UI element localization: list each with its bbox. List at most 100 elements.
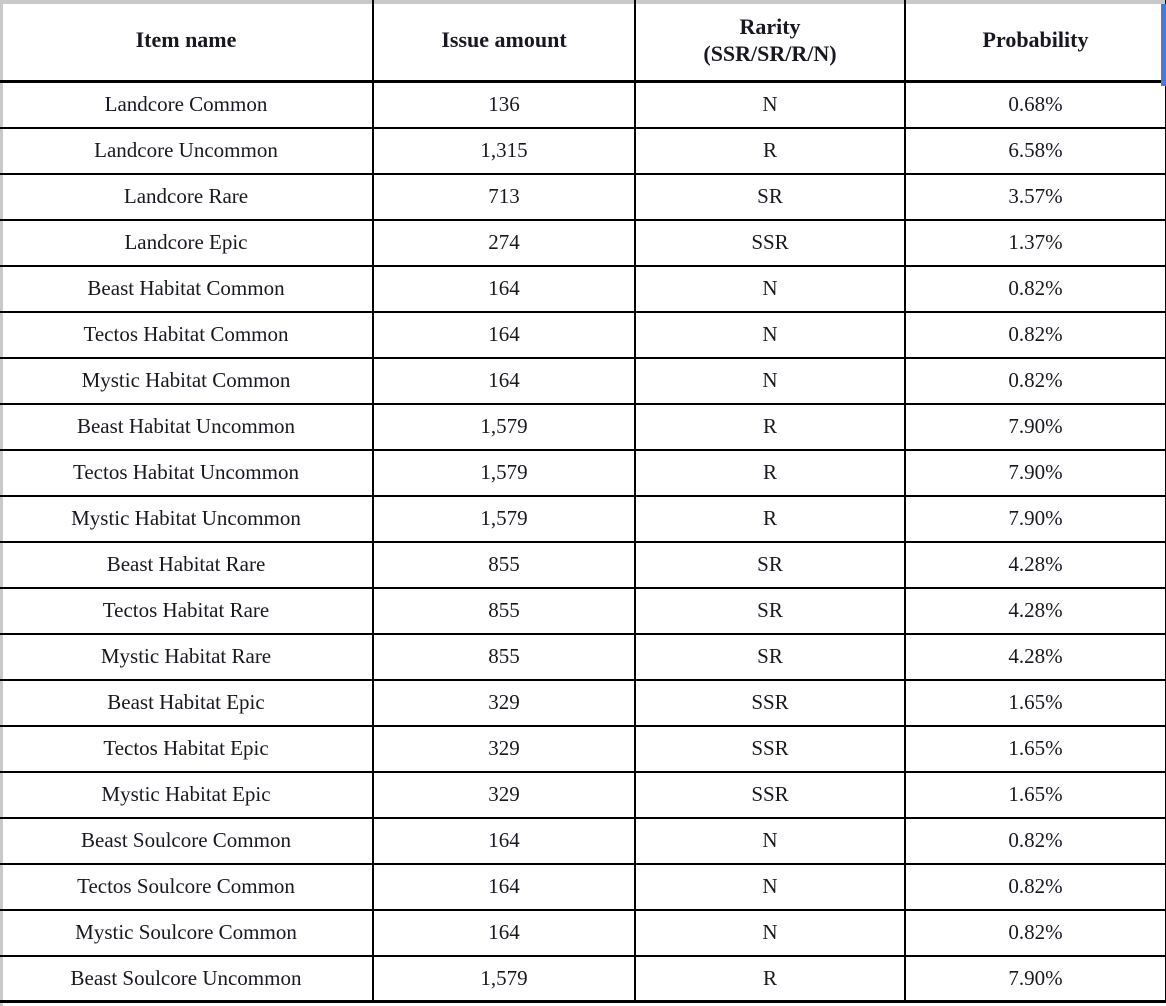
table-cell-item: Mystic Habitat Epic: [0, 770, 374, 819]
table-cell-rarity: N: [634, 862, 906, 911]
table-cell-rarity: SSR: [634, 770, 906, 819]
table-row: Mystic Habitat Common 164 N 0.82%: [0, 356, 1166, 405]
table-row: Mystic Habitat Epic 329 SSR 1.65%: [0, 770, 1166, 819]
table-cell-issue-amount: 855: [372, 632, 636, 681]
table-row: Landcore Rare 713 SR 3.57%: [0, 172, 1166, 221]
table-cell-issue-amount: 164: [372, 310, 636, 359]
table-cell-probability: 0.68%: [904, 80, 1166, 129]
header-row: Item name Issue amount Rarity (SSR/SR/R/…: [0, 0, 1166, 83]
table-cell-issue-amount: 1,315: [372, 126, 636, 175]
table-cell-probability: 0.82%: [904, 862, 1166, 911]
table-row: Tectos Habitat Common 164 N 0.82%: [0, 310, 1166, 359]
table-cell-rarity: N: [634, 356, 906, 405]
table-cell-issue-amount: 1,579: [372, 494, 636, 543]
table-cell-issue-amount: 164: [372, 908, 636, 957]
table-cell-rarity: R: [634, 954, 906, 1003]
table-cell-item: Mystic Habitat Common: [0, 356, 374, 405]
table-cell-rarity: N: [634, 264, 906, 313]
table-cell-rarity: R: [634, 448, 906, 497]
table-row: Landcore Uncommon 1,315 R 6.58%: [0, 126, 1166, 175]
column-header-item-name: Item name: [0, 0, 374, 83]
table-cell-issue-amount: 855: [372, 540, 636, 589]
table-cell-rarity: SR: [634, 540, 906, 589]
table-cell-rarity: N: [634, 908, 906, 957]
table-cell-item: Tectos Habitat Rare: [0, 586, 374, 635]
column-header-issue-amount: Issue amount: [372, 0, 636, 83]
table-cell-probability: 0.82%: [904, 816, 1166, 865]
table-cell-item: Mystic Habitat Uncommon: [0, 494, 374, 543]
table-cell-item: Beast Soulcore Common: [0, 816, 374, 865]
table-cell-probability: 1.65%: [904, 770, 1166, 819]
table-cell-item: Tectos Habitat Uncommon: [0, 448, 374, 497]
table-cell-rarity: SSR: [634, 724, 906, 773]
column-header-probability: Probability: [904, 0, 1166, 83]
table-cell-item: Landcore Epic: [0, 218, 374, 267]
table-cell-issue-amount: 1,579: [372, 402, 636, 451]
table-cell-rarity: N: [634, 310, 906, 359]
table-cell-item: Mystic Soulcore Common: [0, 908, 374, 957]
table-cell-probability: 7.90%: [904, 448, 1166, 497]
table-cell-item: Beast Habitat Rare: [0, 540, 374, 589]
table-row: Tectos Habitat Rare 855 SR 4.28%: [0, 586, 1166, 635]
table-cell-rarity: N: [634, 80, 906, 129]
table-cell-item: Beast Habitat Common: [0, 264, 374, 313]
table-cell-rarity: SSR: [634, 678, 906, 727]
table-body: Landcore Common 136 N 0.68% Landcore Uncommo…: [0, 80, 1166, 1003]
table-cell-item: Tectos Habitat Epic: [0, 724, 374, 773]
table-cell-item: Landcore Uncommon: [0, 126, 374, 175]
table-row: Landcore Common 136 N 0.68%: [0, 80, 1166, 129]
table-cell-rarity: R: [634, 126, 906, 175]
table-cell-item: Mystic Habitat Rare: [0, 632, 374, 681]
table-cell-issue-amount: 136: [372, 80, 636, 129]
table-row: Tectos Habitat Uncommon 1,579 R 7.90%: [0, 448, 1166, 497]
table-cell-rarity: SR: [634, 172, 906, 221]
table-cell-issue-amount: 164: [372, 816, 636, 865]
table-row: Tectos Soulcore Common 164 N 0.82%: [0, 862, 1166, 911]
table-cell-probability: 0.82%: [904, 356, 1166, 405]
table-cell-probability: 7.90%: [904, 402, 1166, 451]
table-cell-issue-amount: 1,579: [372, 448, 636, 497]
table-cell-probability: 0.82%: [904, 310, 1166, 359]
table-cell-rarity: R: [634, 402, 906, 451]
table-cell-item: Landcore Common: [0, 80, 374, 129]
table-header: Item name Issue amount Rarity (SSR/SR/R/…: [0, 0, 1166, 83]
table-cell-probability: 1.65%: [904, 724, 1166, 773]
column-header-rarity: Rarity (SSR/SR/R/N): [634, 0, 906, 83]
table-cell-probability: 0.82%: [904, 908, 1166, 957]
table-cell-item: Beast Soulcore Uncommon: [0, 954, 374, 1003]
table-cell-probability: 4.28%: [904, 632, 1166, 681]
table-cell-item: Tectos Soulcore Common: [0, 862, 374, 911]
table-cell-item: Beast Habitat Uncommon: [0, 402, 374, 451]
table-cell-issue-amount: 329: [372, 724, 636, 773]
table-cell-item: Beast Habitat Epic: [0, 678, 374, 727]
table-cell-issue-amount: 164: [372, 356, 636, 405]
table-row: Beast Habitat Rare 855 SR 4.28%: [0, 540, 1166, 589]
table-cell-probability: 4.28%: [904, 540, 1166, 589]
table-cell-probability: 7.90%: [904, 954, 1166, 1003]
table-cell-issue-amount: 274: [372, 218, 636, 267]
highlighted-table-border[interactable]: [1161, 4, 1166, 86]
table-cell-rarity: SSR: [634, 218, 906, 267]
table-cell-rarity: R: [634, 494, 906, 543]
table-cell-probability: 1.37%: [904, 218, 1166, 267]
table-cell-issue-amount: 164: [372, 264, 636, 313]
table-row: Beast Soulcore Common 164 N 0.82%: [0, 816, 1166, 865]
table-cell-item: Landcore Rare: [0, 172, 374, 221]
table-cell-issue-amount: 855: [372, 586, 636, 635]
table-row: Beast Soulcore Uncommon 1,579 R 7.90%: [0, 954, 1166, 1003]
table-cell-issue-amount: 329: [372, 770, 636, 819]
table-row: Beast Habitat Uncommon 1,579 R 7.90%: [0, 402, 1166, 451]
table-cell-issue-amount: 164: [372, 862, 636, 911]
table-cell-probability: 7.90%: [904, 494, 1166, 543]
table-cell-issue-amount: 1,579: [372, 954, 636, 1003]
table-row: Beast Habitat Common 164 N 0.82%: [0, 264, 1166, 313]
table-row: Mystic Habitat Rare 855 SR 4.28%: [0, 632, 1166, 681]
table-cell-rarity: N: [634, 816, 906, 865]
table-cell-probability: 0.82%: [904, 264, 1166, 313]
table-cell-issue-amount: 329: [372, 678, 636, 727]
table-cell-issue-amount: 713: [372, 172, 636, 221]
table-cell-rarity: SR: [634, 586, 906, 635]
table-cell-rarity: SR: [634, 632, 906, 681]
